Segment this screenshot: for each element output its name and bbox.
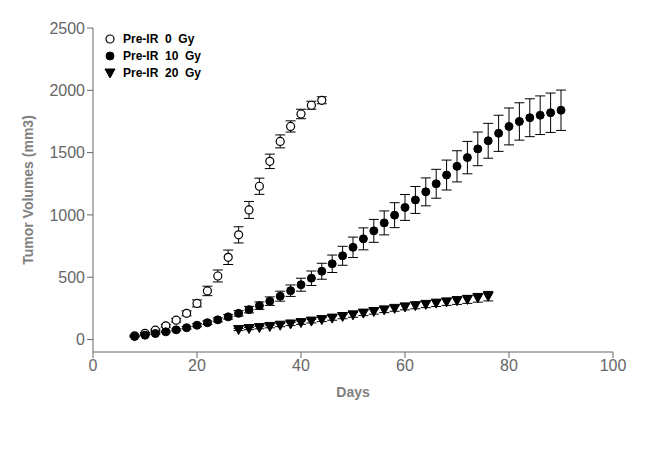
svg-text:1500: 1500	[49, 144, 85, 161]
html-text:Pre-IR 0 Gy: Pre-IR 0 Gy	[123, 32, 195, 46]
svg-text:2500: 2500	[49, 20, 85, 37]
html-text:Pre-IR 20 Gy: Pre-IR 20 Gy	[123, 66, 201, 80]
svg-text:Days: Days	[336, 384, 370, 400]
html-text:Pre-IR 10 Gy: Pre-IR 10 Gy	[123, 49, 201, 63]
svg-text:2000: 2000	[49, 82, 85, 99]
svg-text:40: 40	[292, 357, 310, 374]
svg-text:1000: 1000	[49, 207, 85, 224]
svg-text:80: 80	[500, 357, 518, 374]
svg-text:0: 0	[89, 357, 98, 374]
svg-text:100: 100	[600, 357, 627, 374]
svg-text:60: 60	[396, 357, 414, 374]
svg-text:0: 0	[76, 331, 85, 348]
svg-text:Tumor Volumes (mm3): Tumor Volumes (mm3)	[20, 115, 36, 265]
svg-text:500: 500	[58, 269, 85, 286]
svg-text:20: 20	[188, 357, 206, 374]
